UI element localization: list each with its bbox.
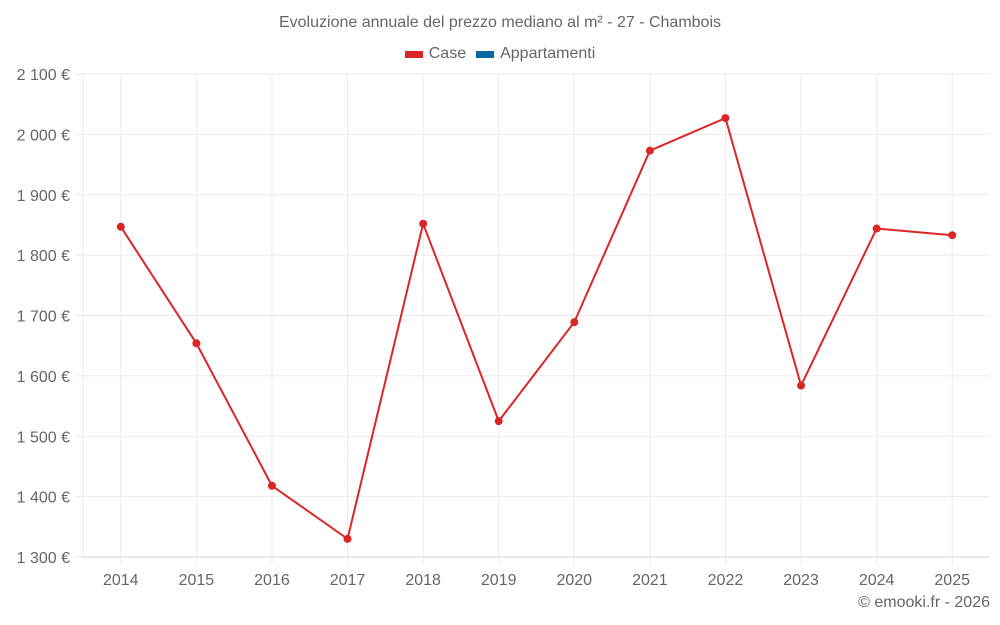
- data-point[interactable]: [797, 381, 806, 390]
- y-tick-label: 1 900 €: [17, 188, 70, 205]
- y-tick-label: 2 000 €: [17, 127, 70, 144]
- legend-item-appartamenti[interactable]: Appartamenti: [476, 45, 595, 63]
- y-tick-label: 1 400 €: [17, 490, 70, 507]
- data-point[interactable]: [343, 534, 352, 543]
- legend-label-case: Case: [428, 45, 467, 62]
- x-tick-label: 2018: [405, 572, 441, 589]
- legend-swatch-appartamenti: [476, 50, 495, 58]
- series-case: [116, 114, 957, 543]
- x-tick-label: 2019: [481, 572, 517, 589]
- x-tick-label: 2022: [708, 572, 744, 589]
- data-point[interactable]: [419, 219, 428, 228]
- data-point[interactable]: [494, 417, 503, 426]
- x-tick-label: 2016: [254, 572, 290, 589]
- data-point[interactable]: [721, 114, 730, 123]
- x-tick-label: 2015: [179, 572, 215, 589]
- x-tick-label: 2020: [556, 572, 592, 589]
- data-point[interactable]: [192, 339, 201, 348]
- data-point[interactable]: [872, 224, 881, 233]
- data-point[interactable]: [645, 146, 654, 155]
- x-tick-label: 2023: [783, 572, 819, 589]
- data-point[interactable]: [116, 222, 125, 231]
- gridlines: [75, 73, 990, 565]
- data-point[interactable]: [267, 481, 276, 490]
- x-tick-label: 2021: [632, 572, 668, 589]
- legend-item-case[interactable]: Case: [404, 45, 467, 63]
- x-axis: 2014 2015 2016 2017 2018 2019 2020 2021 2022 2023…: [83, 556, 990, 589]
- y-axis: 1 300 € 1 400 € 1 500 € 1 600 € 1 700 € 1 800…: [17, 67, 70, 567]
- x-tick-label: 2017: [330, 572, 366, 589]
- series-line: [119, 116, 953, 541]
- y-tick-label: 1 300 €: [17, 550, 70, 567]
- y-tick-label: 1 700 €: [17, 309, 70, 326]
- x-tick-label: 2014: [103, 572, 139, 589]
- x-tick-label: 2025: [934, 572, 970, 589]
- copyright-footer: © emooki.fr - 2026: [858, 594, 990, 611]
- y-tick-label: 2 100 €: [17, 67, 70, 84]
- y-tick-label: 1 800 €: [17, 248, 70, 265]
- x-tick-label: 2024: [859, 572, 895, 589]
- legend-swatch-case: [404, 50, 423, 58]
- legend-label-appartamenti: Appartamenti: [500, 45, 596, 62]
- data-point[interactable]: [570, 318, 579, 327]
- data-point[interactable]: [948, 231, 957, 240]
- legend: Case Appartamenti: [0, 45, 1000, 63]
- chart-title: Evoluzione annuale del prezzo mediano al…: [278, 14, 721, 31]
- y-tick-label: 1 500 €: [17, 429, 70, 446]
- y-tick-label: 1 600 €: [17, 369, 70, 386]
